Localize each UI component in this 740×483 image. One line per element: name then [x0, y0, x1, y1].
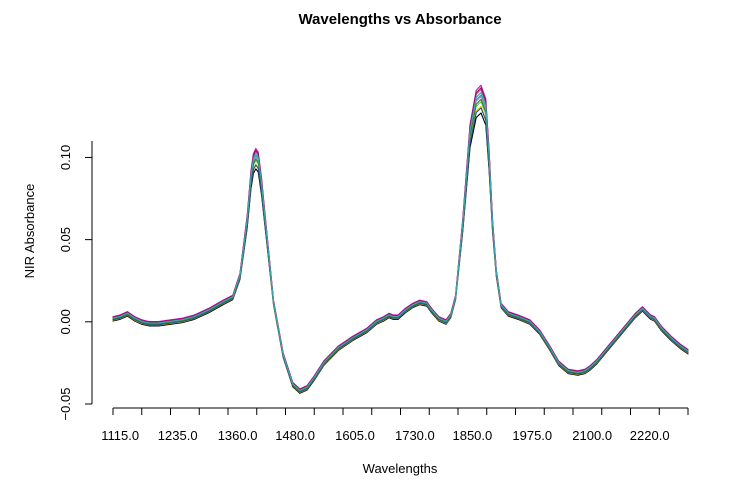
- x-axis: 1115.0 1235.0 1360.0 1480.0 1605.0 1730.0 1850…: [101, 407, 689, 443]
- series-line-sample-12: [112, 91, 689, 391]
- series-line-sample-9: [112, 107, 689, 393]
- series-line-sample-4: [112, 94, 689, 392]
- series-line-sample-8: [112, 96, 689, 392]
- y-axis: −0.05 0.00 0.05 0.10: [58, 141, 93, 421]
- series-line-sample-6: [112, 84, 689, 390]
- series-line-sample-1: [112, 112, 689, 394]
- y-tick-label: −0.05: [58, 388, 73, 421]
- series-line-sample-11: [112, 98, 689, 392]
- x-tick-label: 1360.0: [218, 428, 258, 443]
- x-tick-label: 1850.0: [452, 428, 492, 443]
- x-tick-label: 1235.0: [158, 428, 198, 443]
- series-line-sample-10: [112, 87, 689, 391]
- x-tick-label: 1730.0: [395, 428, 435, 443]
- x-tick-label: 2100.0: [572, 428, 612, 443]
- x-axis-label: Wavelengths: [363, 461, 438, 476]
- y-tick-label: 0.10: [58, 145, 73, 170]
- y-tick-label: 0.05: [58, 227, 73, 252]
- series-group: [112, 84, 689, 394]
- y-tick-label: 0.00: [58, 309, 73, 334]
- x-tick-label: 1975.0: [512, 428, 552, 443]
- series-line-sample-5: [112, 91, 689, 391]
- x-tick-label: 1605.0: [335, 428, 375, 443]
- y-axis-label: NIR Absorbance: [22, 184, 37, 279]
- chart-title: Wavelengths vs Absorbance: [298, 11, 501, 28]
- x-tick-label: 1115.0: [101, 428, 139, 443]
- series-line-sample-7: [112, 105, 689, 394]
- x-tick-label: 2220.0: [630, 428, 670, 443]
- x-tick-label: 1480.0: [275, 428, 315, 443]
- series-line-sample-3: [112, 101, 689, 393]
- series-line-sample-2: [112, 88, 689, 390]
